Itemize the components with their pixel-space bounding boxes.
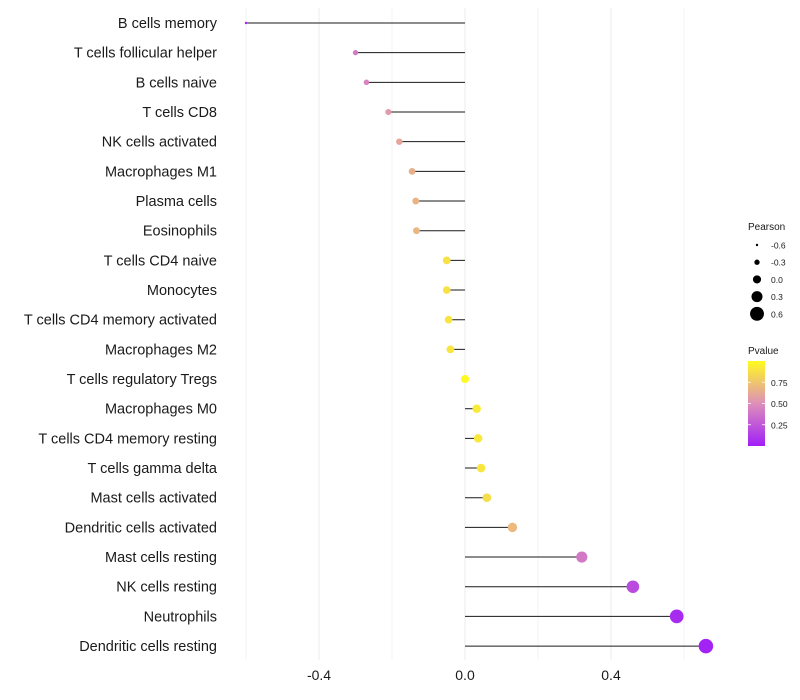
lollipop-point	[442, 256, 451, 265]
y-tick-label: Plasma cells	[136, 194, 217, 210]
pearson-legend-label: 0.0	[771, 275, 783, 285]
lollipop-point	[669, 609, 684, 624]
x-axis-ticks: -0.4 0.0 0.4	[307, 667, 621, 683]
x-tick-label: 0.0	[455, 667, 475, 683]
y-tick-label: NK cells resting	[116, 580, 217, 596]
lollipop-point	[446, 345, 455, 354]
y-tick-label: Neutrophils	[144, 609, 217, 625]
pvalue-legend-label: 0.25	[771, 420, 788, 430]
pearson-legend-key	[750, 306, 764, 321]
y-tick-label: Macrophages M2	[105, 342, 217, 358]
grid-lines	[245, 8, 685, 660]
y-tick-label: T cells CD4 naive	[104, 253, 217, 269]
lollipop-point	[507, 522, 518, 533]
y-tick-label: T cells CD4 memory resting	[38, 431, 217, 447]
pearson-legend: Pearson -0.6 -0.3 0.0 0.3 0.6	[748, 222, 786, 321]
pearson-legend-title: Pearson	[748, 222, 785, 233]
y-tick-label: T cells regulatory Tregs	[67, 372, 217, 388]
lollipop-point	[352, 50, 359, 56]
pearson-legend-key	[751, 291, 763, 303]
y-tick-label: T cells gamma delta	[88, 461, 218, 477]
y-tick-label: Dendritic cells activated	[65, 520, 217, 536]
y-tick-label: Monocytes	[147, 283, 217, 299]
pearson-legend-key	[754, 259, 760, 265]
lollipop-point	[412, 197, 420, 205]
lollipop-point	[363, 79, 370, 86]
pearson-legend-label: 0.3	[771, 292, 783, 302]
y-tick-label: Mast cells resting	[105, 550, 217, 566]
y-tick-label: Macrophages M0	[105, 402, 217, 418]
segments	[246, 22, 706, 647]
pearson-legend-key	[752, 275, 762, 284]
pearson-legend-label: -0.3	[771, 258, 786, 268]
lollipop-point	[473, 434, 483, 443]
y-tick-label: B cells memory	[118, 16, 218, 32]
y-tick-label: Mast cells activated	[90, 491, 217, 507]
y-tick-label: Macrophages M1	[105, 164, 217, 180]
y-tick-label: Dendritic cells resting	[79, 639, 217, 655]
pvalue-legend-label: 0.50	[771, 399, 788, 409]
pearson-legend-key	[755, 243, 759, 247]
lollipop-point	[476, 463, 486, 473]
y-tick-label: T cells CD4 memory activated	[24, 313, 217, 329]
lollipop-point	[576, 551, 588, 563]
lollipop-point	[482, 493, 492, 503]
pearson-legend-label: 0.6	[771, 309, 783, 319]
lollipop-point	[413, 227, 420, 235]
lollipop-point	[244, 21, 248, 25]
y-tick-label: T cells follicular helper	[74, 46, 217, 62]
lollipop-point	[472, 404, 481, 413]
y-tick-label: NK cells activated	[102, 135, 217, 151]
lollipop-point	[444, 315, 453, 324]
x-tick-label: -0.4	[307, 667, 331, 683]
lollipop-point	[626, 580, 640, 594]
pvalue-legend: Pvalue 0.75 0.50 0.25	[748, 346, 788, 446]
lollipop-point	[385, 108, 392, 116]
lollipop-point	[442, 286, 451, 294]
pvalue-colorbar	[748, 361, 765, 446]
lollipop-point	[408, 167, 416, 175]
x-tick-label: 0.4	[601, 667, 621, 683]
y-tick-label: T cells CD8	[142, 105, 217, 121]
pvalue-legend-label: 0.75	[771, 378, 788, 388]
pearson-legend-label: -0.6	[771, 241, 786, 251]
y-tick-label: Eosinophils	[143, 224, 217, 240]
lollipop-point	[460, 374, 470, 384]
y-axis-labels: B cells memory T cells follicular helper B…	[24, 16, 218, 655]
lollipop-point	[396, 138, 403, 145]
points	[244, 21, 714, 654]
pvalue-legend-title: Pvalue	[748, 346, 779, 357]
lollipop-point	[698, 638, 714, 654]
y-tick-label: B cells naive	[136, 75, 217, 91]
